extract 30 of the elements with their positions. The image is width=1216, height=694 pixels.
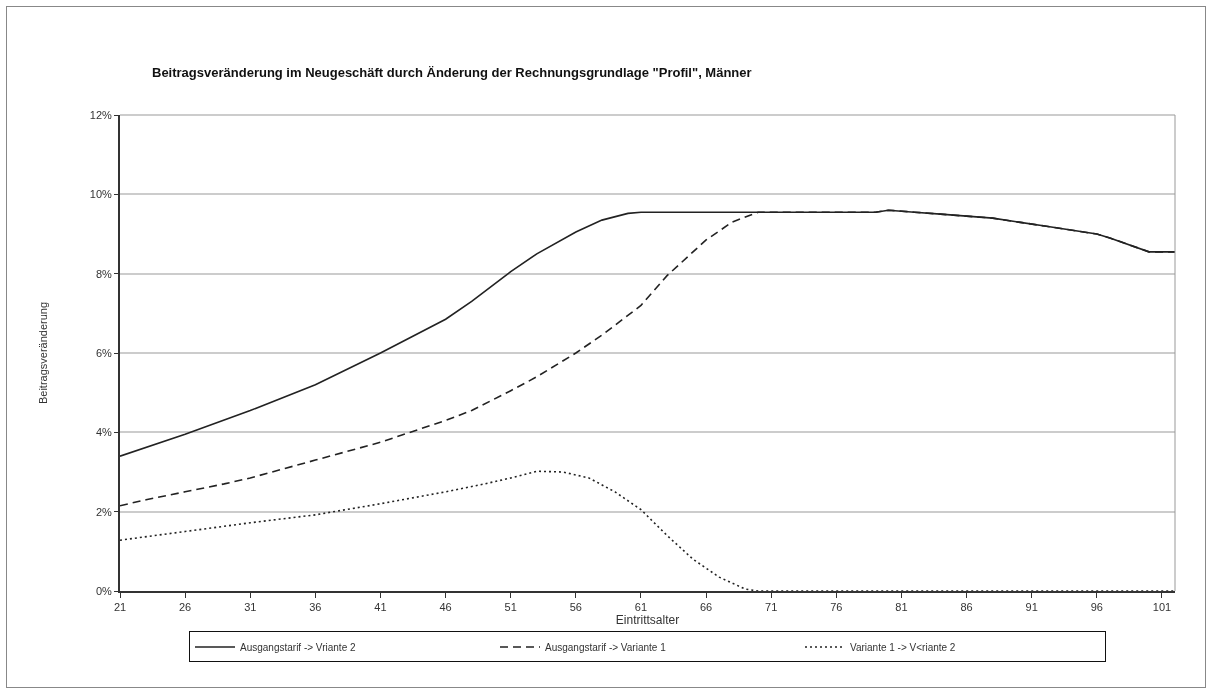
x-tick-label: 76 (830, 601, 843, 614)
x-tick-label: 101 (1152, 601, 1172, 614)
x-tick-label: 56 (569, 601, 582, 614)
y-tick-label: 6% (95, 346, 113, 359)
x-tick-label: 66 (699, 601, 713, 614)
x-tick-label: 86 (960, 601, 973, 614)
y-tick-label: 4% (95, 426, 113, 439)
legend-label: Variante 1 -> V<riante 2 (850, 641, 956, 653)
x-tick-label: 96 (1090, 601, 1103, 614)
y-axis-title: Beitragsveränderung (36, 301, 49, 405)
x-tick-label: 41 (374, 601, 387, 614)
y-tick-label: 2% (95, 505, 113, 518)
x-tick-label: 31 (244, 601, 257, 614)
legend-label: Ausgangstarif -> Variante 1 (545, 641, 667, 653)
x-tick-label: 91 (1025, 601, 1038, 614)
x-tick-label: 26 (178, 601, 192, 614)
x-tick-label: 51 (504, 601, 517, 614)
x-tick-label: 61 (634, 601, 648, 614)
y-tick-label: 10% (89, 188, 112, 201)
x-tick-label: 21 (113, 601, 127, 614)
legend-label: Ausgangstarif -> Vriante 2 (240, 641, 356, 653)
x-tick-label: 36 (309, 601, 322, 614)
x-tick-label: 81 (895, 601, 908, 614)
y-tick-label: 0% (95, 584, 113, 597)
chart-title: Beitragsveränderung im Neugeschäft durch Änderung der Rechnungsgrundlage "Profil", Männer (152, 65, 752, 81)
x-tick-label: 46 (439, 601, 452, 614)
y-tick-label: 12% (89, 108, 112, 121)
y-tick-label: 8% (95, 267, 113, 280)
x-tick-label: 71 (765, 601, 778, 614)
x-axis-title: Eintrittsalter (615, 613, 680, 628)
